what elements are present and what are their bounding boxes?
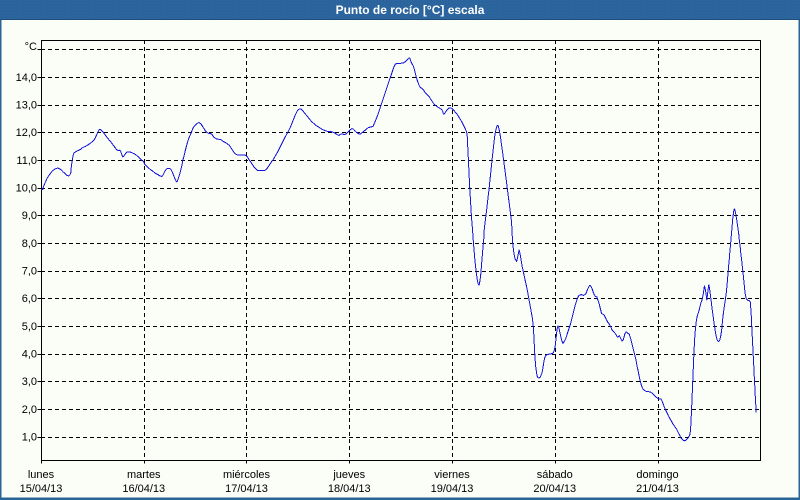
svg-text:14,0: 14,0 bbox=[16, 72, 37, 84]
svg-text:12,0: 12,0 bbox=[16, 127, 37, 139]
svg-text:viernes: viernes bbox=[434, 469, 470, 481]
svg-text:5,0: 5,0 bbox=[22, 321, 37, 333]
svg-text:11,0: 11,0 bbox=[16, 155, 37, 167]
svg-text:10,0: 10,0 bbox=[16, 183, 37, 195]
svg-text:domingo: domingo bbox=[636, 469, 678, 481]
svg-text:6,0: 6,0 bbox=[22, 293, 37, 305]
svg-text:21/04/13: 21/04/13 bbox=[636, 483, 679, 495]
svg-text:miércoles: miércoles bbox=[223, 469, 271, 481]
svg-text:sábado: sábado bbox=[537, 469, 573, 481]
svg-text:7,0: 7,0 bbox=[22, 266, 37, 278]
svg-text:2,0: 2,0 bbox=[22, 404, 37, 416]
svg-text:9,0: 9,0 bbox=[22, 210, 37, 222]
svg-text:17/04/13: 17/04/13 bbox=[225, 483, 268, 495]
svg-text:Punto de rocío [°C] escala: Punto de rocío [°C] escala bbox=[336, 3, 485, 17]
svg-text:15/04/13: 15/04/13 bbox=[20, 483, 63, 495]
svg-text:13,0: 13,0 bbox=[16, 100, 37, 112]
svg-text:20/04/13: 20/04/13 bbox=[533, 483, 576, 495]
svg-text:18/04/13: 18/04/13 bbox=[328, 483, 371, 495]
svg-text:lunes: lunes bbox=[28, 469, 55, 481]
svg-text:4,0: 4,0 bbox=[22, 349, 37, 361]
svg-text:°C: °C bbox=[25, 41, 37, 53]
svg-text:jueves: jueves bbox=[332, 469, 365, 481]
svg-text:8,0: 8,0 bbox=[22, 238, 37, 250]
svg-text:martes: martes bbox=[127, 469, 161, 481]
svg-text:3,0: 3,0 bbox=[22, 376, 37, 388]
svg-text:1,0: 1,0 bbox=[22, 432, 37, 444]
svg-text:16/04/13: 16/04/13 bbox=[122, 483, 165, 495]
svg-text:19/04/13: 19/04/13 bbox=[431, 483, 474, 495]
